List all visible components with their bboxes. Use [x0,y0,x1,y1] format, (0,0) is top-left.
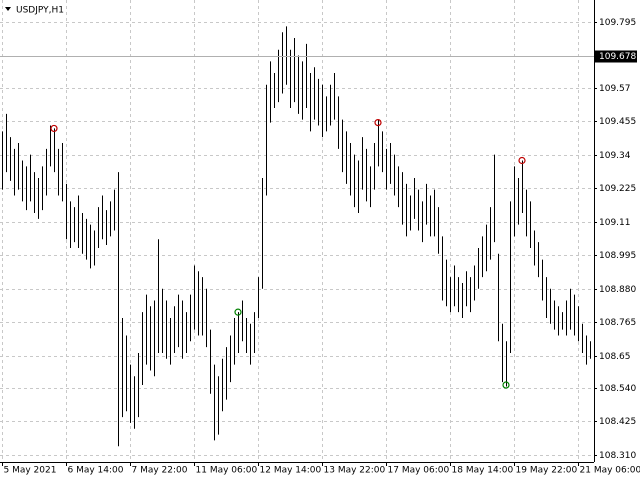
symbol-menu-icon[interactable] [5,7,11,11]
signal-marker [374,118,382,127]
y-tick-label: 108.880 [599,285,636,295]
x-tick-label: 17 May 06:00 [388,466,450,476]
x-tick-label: 18 May 14:00 [452,466,514,476]
y-tick-label: 109.225 [599,184,636,194]
x-tick-label: 12 May 14:00 [260,466,322,476]
y-tick-label: 109.795 [599,18,636,28]
chart-title: USDJPY,H1 [16,6,64,16]
signal-marker [50,124,58,133]
y-tick-label: 108.425 [599,417,636,427]
plot-layer [0,0,595,462]
current-price-box [595,50,637,63]
x-tick-label: 7 May 22:00 [132,466,188,476]
y-tick-label: 108.540 [599,384,636,394]
x-tick-label: 13 May 22:00 [324,466,386,476]
y-tick-label: 109.34 [599,151,631,161]
y-tick-label: 108.65 [599,352,631,362]
current-price-label: 109.678 [599,52,636,62]
y-tick-label: 108.765 [599,318,636,328]
signal-marker [502,381,510,389]
y-tick-label: 109.455 [599,117,636,127]
signal-marker [234,308,242,316]
x-tick-label: 21 May 06:00 [580,466,640,476]
y-tick-label: 108.995 [599,251,636,261]
signal-marker [518,156,526,165]
y-tick-label: 108.310 [599,451,636,461]
x-tick-label: 19 May 22:00 [516,466,578,476]
y-tick-label: 109.11 [599,218,631,228]
x-tick-label: 5 May 2021 [4,466,57,476]
y-tick-label: 109.57 [599,84,631,94]
x-tick-label: 11 May 06:00 [196,466,258,476]
x-tick-label: 6 May 14:00 [68,466,124,476]
